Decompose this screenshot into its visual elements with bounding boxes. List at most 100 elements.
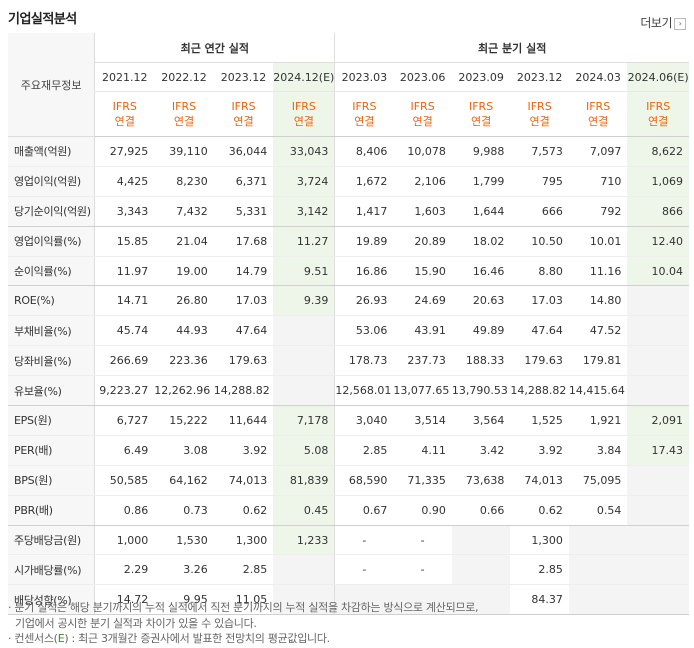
ifrs-header: IFRS 연결 bbox=[568, 91, 628, 137]
table-cell: 10.50 bbox=[510, 226, 569, 257]
table-cell: 18.02 bbox=[451, 226, 511, 257]
table-cell bbox=[451, 554, 511, 586]
table-cell: 74,013 bbox=[213, 465, 274, 496]
table-cell: 10.04 bbox=[627, 256, 689, 287]
table-cell: 47.52 bbox=[568, 315, 628, 347]
table-cell: 3.08 bbox=[154, 435, 214, 466]
consolidated-label: 연결 bbox=[648, 115, 669, 128]
table-cell: - bbox=[393, 554, 452, 586]
table-row: 배당성향(%) 14.72 9.95 11.05 84.37 bbox=[8, 584, 689, 616]
table-row: 부채비율(%) 45.74 44.93 47.64 53.06 43.91 49.89 47.… bbox=[8, 315, 689, 347]
table-cell: 20.89 bbox=[393, 226, 452, 257]
ifrs-label: IFRS bbox=[410, 100, 435, 113]
period-header: 2023.06 bbox=[393, 62, 452, 92]
table-cell: 36,044 bbox=[213, 136, 274, 167]
row-label: 순이익률(%) bbox=[8, 256, 95, 287]
table-cell: 0.66 bbox=[451, 495, 511, 526]
table-cell: 1,530 bbox=[154, 525, 214, 556]
row-label: 영업이익률(%) bbox=[8, 226, 95, 257]
table-cell bbox=[627, 375, 689, 407]
table-cell bbox=[627, 465, 689, 496]
more-link[interactable]: 더보기 › bbox=[640, 14, 686, 31]
table-cell: 0.67 bbox=[334, 495, 394, 526]
row-label: 영업이익(억원) bbox=[8, 166, 95, 197]
row-label: PER(배) bbox=[8, 435, 95, 466]
footnote-1-cont: 기업에서 공시한 분기 실적과 차이가 있을 수 있습니다. bbox=[15, 616, 257, 630]
table-cell: 44.93 bbox=[154, 315, 214, 347]
consolidated-label: 연결 bbox=[114, 115, 135, 128]
table-cell: 1,672 bbox=[334, 166, 394, 197]
table-cell: 0.54 bbox=[568, 495, 628, 526]
consolidated-label: 연결 bbox=[470, 115, 492, 128]
table-cell: 6.49 bbox=[94, 435, 155, 466]
table-cell: 81,839 bbox=[273, 465, 335, 496]
table-cell: 3.84 bbox=[568, 435, 628, 466]
ifrs-header: IFRS 연결 bbox=[213, 91, 274, 137]
table-cell bbox=[627, 525, 689, 556]
table-row: 당기순이익(억원) 3,343 7,432 5,331 3,142 1,417 1,603 1… bbox=[8, 196, 689, 227]
table-cell: 17.03 bbox=[213, 285, 274, 317]
table-cell: 19.89 bbox=[334, 226, 394, 257]
table-cell: 178.73 bbox=[334, 345, 394, 377]
ifrs-label: IFRS bbox=[646, 100, 671, 113]
table-cell: 14.79 bbox=[213, 256, 274, 287]
table-cell bbox=[627, 315, 689, 347]
table-cell bbox=[273, 554, 335, 586]
table-cell: 7,432 bbox=[154, 196, 214, 227]
table-cell: 188.33 bbox=[451, 345, 511, 377]
ifrs-header: IFRS 연결 bbox=[393, 91, 452, 137]
table-cell: 7,097 bbox=[568, 136, 628, 167]
table-cell: 19.00 bbox=[154, 256, 214, 287]
table-cell: 1,921 bbox=[568, 405, 628, 436]
row-label: 주당배당금(원) bbox=[8, 525, 95, 556]
table-cell: 13,790.53 bbox=[451, 375, 511, 407]
table-cell: 179.63 bbox=[510, 345, 569, 377]
consolidated-label: 연결 bbox=[233, 115, 254, 128]
ifrs-label: IFRS bbox=[352, 100, 377, 113]
table-cell: 47.64 bbox=[510, 315, 569, 347]
table-row: BPS(원) 50,585 64,162 74,013 81,839 68,590 71,3… bbox=[8, 465, 689, 496]
table-cell bbox=[568, 525, 628, 556]
table-cell: 5.08 bbox=[273, 435, 335, 466]
table-cell: 10,078 bbox=[393, 136, 452, 167]
table-cell: 12,568.01 bbox=[334, 375, 394, 407]
quarter-group-header: 최근 분기 실적 bbox=[334, 33, 689, 63]
table-cell: 26.80 bbox=[154, 285, 214, 317]
table-cell: 20.63 bbox=[451, 285, 511, 317]
table-cell: 0.45 bbox=[273, 495, 335, 526]
table-cell: 4,425 bbox=[94, 166, 155, 197]
ifrs-header: IFRS 연결 bbox=[94, 91, 155, 137]
table-cell: 3.92 bbox=[510, 435, 569, 466]
table-row: 영업이익(억원) 4,425 8,230 6,371 3,724 1,672 2,106 1,… bbox=[8, 166, 689, 197]
label-header: 주요재무정보 bbox=[8, 33, 95, 137]
financial-table: 주요재무정보 최근 연간 실적 최근 분기 실적 2021.12 2022.12 2… bbox=[8, 33, 689, 616]
ifrs-header: IFRS 연결 bbox=[627, 91, 689, 137]
table-cell: 3,040 bbox=[334, 405, 394, 436]
table-cell bbox=[568, 554, 628, 586]
table-cell bbox=[451, 584, 511, 616]
table-cell bbox=[273, 375, 335, 407]
period-header: 2023.12 bbox=[510, 62, 569, 92]
table-cell bbox=[627, 345, 689, 377]
ifrs-header: IFRS 연결 bbox=[451, 91, 511, 137]
table-cell: 15.85 bbox=[94, 226, 155, 257]
table-cell: 2,091 bbox=[627, 405, 689, 436]
consolidated-label: 연결 bbox=[529, 115, 550, 128]
table-cell: 1,069 bbox=[627, 166, 689, 197]
period-header: 2024.03 bbox=[568, 62, 628, 92]
footnote-2: · 컨센서스(E) : 최근 3개월간 증권사에서 발표한 전망치의 평균값입니… bbox=[8, 632, 330, 645]
table-cell: 11.05 bbox=[213, 584, 274, 616]
table-cell: 1,525 bbox=[510, 405, 569, 436]
table-cell: 179.63 bbox=[213, 345, 274, 377]
chevron-right-icon[interactable]: › bbox=[674, 17, 686, 30]
table-cell: 14,288.82 bbox=[510, 375, 569, 407]
table-cell: 27,925 bbox=[94, 136, 155, 167]
table-cell: 8,230 bbox=[154, 166, 214, 197]
table-cell: 5,331 bbox=[213, 196, 274, 227]
table-cell: 266.69 bbox=[94, 345, 155, 377]
ifrs-label: IFRS bbox=[291, 100, 316, 113]
table-cell bbox=[273, 345, 335, 377]
table-cell: 9,223.27 bbox=[94, 375, 155, 407]
more-label[interactable]: 더보기 bbox=[640, 16, 672, 30]
table-cell bbox=[568, 584, 628, 616]
